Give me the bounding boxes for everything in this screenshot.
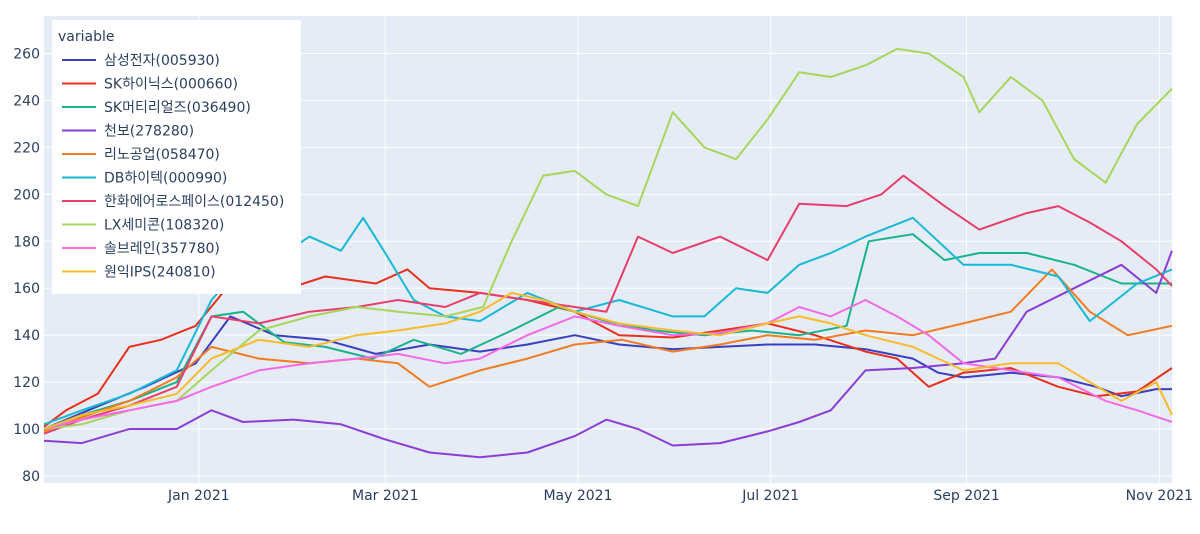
y-tick-label: 160 bbox=[13, 281, 40, 297]
series-line bbox=[43, 174, 1173, 435]
legend-label: 천보(278280) bbox=[104, 124, 194, 140]
y-tick-label: 100 bbox=[13, 422, 40, 438]
y-tick-label: 120 bbox=[13, 375, 40, 391]
legend-label: 리노공업(058470) bbox=[104, 147, 220, 163]
legend-label: 한화에어로스페이스(012450) bbox=[104, 194, 284, 210]
legend-label: SK하이닉스(000660) bbox=[104, 77, 238, 93]
x-tick-label: May 2021 bbox=[543, 488, 612, 504]
y-tick-label: 80 bbox=[22, 469, 40, 485]
x-axis: Jan 2021 Mar 2021 May 2021 Jul 2021 Sep 2021… bbox=[167, 488, 1193, 504]
legend-label: 원익IPS(240810) bbox=[104, 265, 216, 281]
y-tick-label: 200 bbox=[13, 187, 40, 203]
legend-items: 삼성전자(005930) SK하이닉스(000660) SK머티리얼즈(036490… bbox=[62, 53, 284, 281]
legend-label: SK머티리얼즈(036490) bbox=[104, 100, 251, 116]
series-line bbox=[43, 233, 1172, 430]
legend-label: DB하이텍(000990) bbox=[104, 171, 227, 187]
series-line bbox=[43, 291, 1173, 430]
y-tick-label: 180 bbox=[13, 234, 40, 250]
x-tick-label: Sep 2021 bbox=[933, 488, 999, 504]
series-line bbox=[43, 250, 1173, 459]
x-tick-label: Nov 2021 bbox=[1126, 488, 1193, 504]
legend: variable 삼성전자(005930) SK하이닉스(000660) SK머티리… bbox=[52, 20, 301, 294]
x-tick-label: Jul 2021 bbox=[741, 488, 799, 504]
y-tick-label: 220 bbox=[13, 140, 40, 156]
legend-label: 솔브레인(357780) bbox=[104, 241, 220, 257]
x-tick-label: Mar 2021 bbox=[352, 488, 419, 504]
y-tick-label: 260 bbox=[13, 47, 40, 63]
legend-label: 삼성전자(005930) bbox=[104, 53, 220, 69]
y-tick-label: 240 bbox=[13, 93, 40, 109]
x-tick-label: Jan 2021 bbox=[167, 488, 230, 504]
legend-label: LX세미콘(108320) bbox=[104, 218, 224, 234]
y-tick-label: 140 bbox=[13, 328, 40, 344]
series-line bbox=[43, 47, 1173, 430]
series-layer bbox=[43, 47, 1173, 459]
series-line bbox=[43, 268, 1173, 433]
y-axis: 80 100 120 140 160 180 200 220 240 260 bbox=[13, 47, 40, 485]
legend-title: variable bbox=[58, 29, 114, 45]
